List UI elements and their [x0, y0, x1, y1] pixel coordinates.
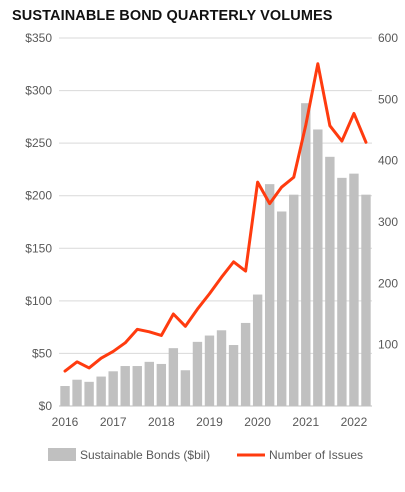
y2-tick-label: 500 [378, 92, 398, 106]
bar [325, 156, 335, 406]
bar [240, 322, 251, 406]
line-series-number-of-issues [63, 62, 368, 373]
x-tick-label: 2018 [148, 415, 175, 429]
bar [72, 379, 82, 406]
bar [132, 366, 142, 406]
bar [168, 348, 179, 406]
y2-tick-label: 600 [378, 31, 398, 45]
bar [361, 194, 371, 406]
bar [252, 294, 263, 406]
bar [156, 363, 167, 406]
y-tick-label: $300 [25, 84, 52, 98]
bar [289, 194, 299, 406]
bar [264, 184, 275, 406]
y-tick-label: $350 [25, 31, 52, 45]
y-tick-label: $150 [25, 241, 52, 255]
y2-tick-label: 400 [378, 154, 398, 168]
bar [204, 335, 215, 406]
bar [216, 330, 227, 406]
legend-swatch-bars [48, 448, 76, 461]
bar [349, 173, 359, 406]
x-tick-label: 2019 [196, 415, 223, 429]
legend-label-line: Number of Issues [269, 448, 363, 462]
bar [60, 386, 70, 406]
bar [337, 177, 347, 406]
y2-tick-label: 100 [378, 338, 398, 352]
bar [84, 381, 94, 406]
y-tick-label: $0 [39, 399, 53, 413]
bar [144, 361, 154, 406]
bar [301, 103, 311, 406]
x-tick-label: 2021 [292, 415, 319, 429]
y-tick-label: $50 [32, 346, 52, 360]
y2-tick-label: 200 [378, 276, 398, 290]
y-tick-label: $200 [25, 189, 52, 203]
x-tick-label: 2017 [100, 415, 127, 429]
y-tick-label: $100 [25, 294, 52, 308]
bar [313, 129, 323, 406]
bar [277, 211, 287, 406]
y-tick-label: $250 [25, 136, 52, 150]
x-tick-label: 2020 [244, 415, 271, 429]
x-tick-label: 2022 [341, 415, 368, 429]
bar [108, 371, 118, 406]
chart-title: SUSTAINABLE BOND QUARTERLY VOLUMES [12, 8, 333, 24]
y2-tick-label: 300 [378, 215, 398, 229]
legend-label-bars: Sustainable Bonds ($bil) [80, 448, 210, 462]
bar [96, 376, 106, 406]
bar [120, 366, 130, 406]
x-tick-label: 2016 [52, 415, 79, 429]
bar [180, 370, 191, 406]
bar [228, 345, 239, 406]
bar [192, 341, 203, 406]
